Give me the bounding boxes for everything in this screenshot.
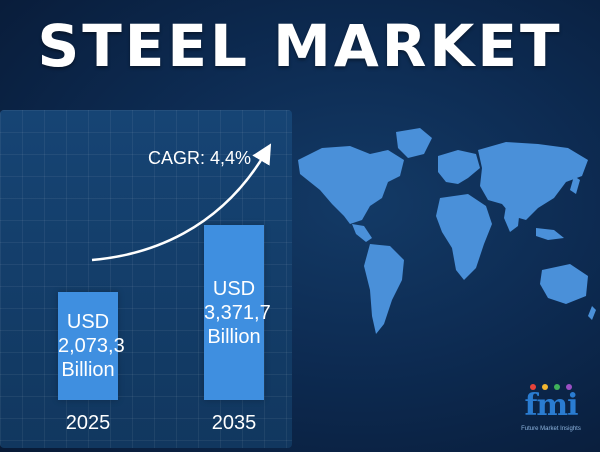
bar-value-line-1: USD [66, 311, 110, 333]
x-tick-label-2035: 2035 [211, 412, 257, 434]
logo-dot-green [554, 384, 560, 390]
logo-dot-red [530, 384, 536, 390]
cagr-annotation: CAGR: 4,4% [148, 148, 252, 168]
bar-value-line-3: Billion [61, 359, 115, 381]
page-title: STEEL MARKET [37, 12, 563, 80]
x-tick-label-2025: 2025 [65, 412, 111, 434]
bar-2025: USD 2,073,3 Billion [58, 292, 125, 400]
logo-text: fmi [524, 388, 578, 423]
bar-value-line-1: USD [212, 278, 256, 300]
logo-tagline: Future Market Insights [521, 426, 581, 432]
world-map-icon [298, 128, 596, 334]
trend-arrow-icon [91, 143, 272, 262]
logo-dot-yellow [542, 384, 548, 390]
bar-2035: USD 3,371,7 Billion [204, 225, 271, 400]
bar-value-line-2: 3,371,7 [204, 302, 271, 324]
bar-value-line-3: Billion [207, 326, 261, 348]
bar-value-label: USD 3,371,7 Billion [204, 277, 271, 349]
chart-panel: USD 2,073,3 Billion 2025 USD 3,371,7 Billion 20… [0, 110, 292, 448]
bar-value-label: USD 2,073,3 Billion [58, 310, 125, 382]
logo-dot-purple [566, 384, 572, 390]
fmi-logo: fmi Future Market Insights [516, 380, 586, 436]
bar-value-line-2: 2,073,3 [58, 335, 125, 357]
